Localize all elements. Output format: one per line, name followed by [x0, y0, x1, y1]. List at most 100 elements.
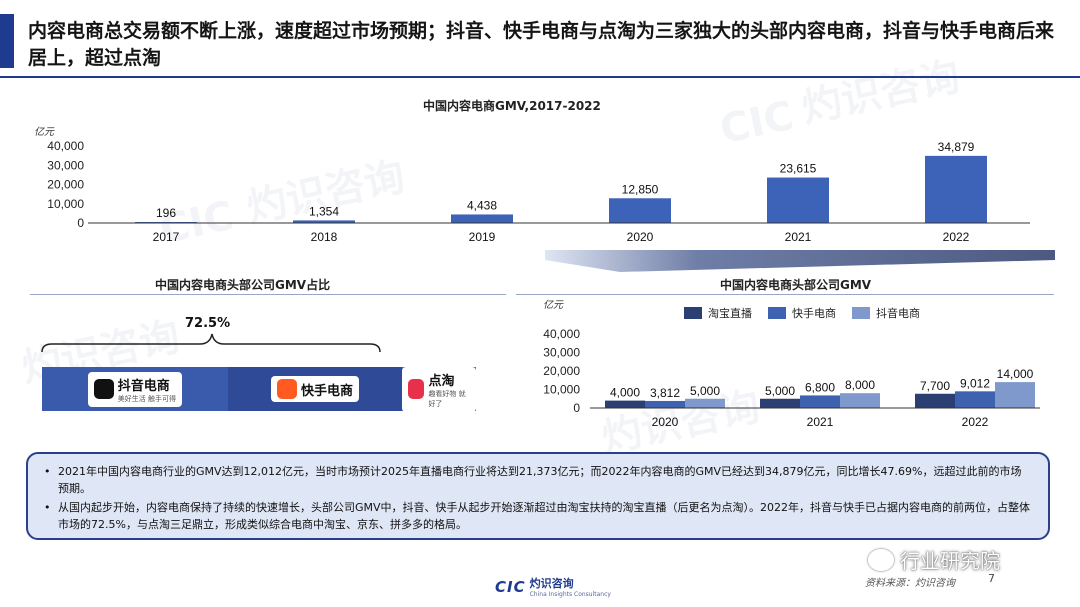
company-value-label: 6,800: [805, 380, 835, 394]
company-bar: [760, 398, 800, 408]
x-tick-label: 2021: [785, 230, 812, 244]
brand-logo: 点淘 趣看好物 就好了: [402, 366, 476, 412]
title-accent-bar: [0, 14, 14, 68]
x-tick-label: 2022: [943, 230, 970, 244]
y-tick-label: 20,000: [47, 178, 84, 192]
gmv-bar: [925, 155, 987, 223]
share-segment: 快手电商: [227, 367, 403, 411]
brand-name: 抖音电商: [117, 378, 170, 394]
company-value-label: 3,812: [650, 386, 680, 400]
x-tick-label: 2020: [652, 415, 679, 429]
y-tick-label: 10,000: [47, 197, 84, 211]
y-tick-label: 20,000: [543, 364, 580, 378]
y-tick-label: 0: [77, 216, 84, 230]
company-bar: [800, 395, 840, 408]
x-tick-label: 2019: [469, 230, 496, 244]
share-brace: [41, 333, 381, 353]
company-bar: [840, 393, 880, 408]
finding-item: 从国内起步开始，内容电商保持了持续的快速增长，头部公司GMV中，抖音、快手从起步…: [44, 499, 1032, 533]
key-findings-box: 2021年中国内容电商行业的GMV达到12,012亿元，当时市场预计2025年直…: [26, 452, 1050, 540]
legend-label: 抖音电商: [876, 307, 920, 320]
gmv-bar-chart: 40,000 30,000 20,000 10,000 0 196 2017 1,354 20…: [47, 139, 1030, 244]
gmv-value-label: 1,354: [309, 204, 339, 218]
wechat-label: 行业研究院: [900, 549, 1000, 573]
legend-swatch: [768, 307, 786, 319]
company-bar: [995, 382, 1035, 408]
footer-logo: CIC 灼识咨询 China Insights Consultancy: [495, 575, 611, 598]
legend-item: 抖音电商: [852, 305, 920, 321]
brand-name: 点淘: [428, 373, 455, 389]
company-chart-legend: 淘宝直播 快手电商 抖音电商: [684, 305, 930, 321]
gmv-bar: [767, 177, 829, 223]
y-tick-label: 40,000: [543, 327, 580, 341]
x-tick-label: 2017: [153, 230, 180, 244]
y-tick-label: 0: [573, 401, 580, 415]
gmv-value-label: 196: [156, 206, 176, 220]
share-chart-title: 中国内容电商头部公司GMV占比: [155, 278, 331, 292]
brand-logo: 抖音电商 美好生活 触手可得: [87, 371, 182, 407]
wechat-icon: [868, 548, 894, 571]
company-chart-unit: 亿元: [543, 300, 563, 311]
legend-swatch: [684, 307, 702, 319]
x-tick-label: 2020: [627, 230, 654, 244]
title-divider: [0, 76, 1080, 78]
slide-header: 内容电商总交易额不断上涨，速度超过市场预期；抖音、快手电商与点淘为三家独大的头部…: [0, 0, 1080, 80]
footer-logo-en: China Insights Consultancy: [529, 591, 611, 598]
company-value-label: 4,000: [610, 386, 640, 400]
brand-slogan: 趣看好物 就好了: [428, 389, 466, 408]
share-section-rule: [30, 294, 506, 295]
cic-logo-mark: CIC: [495, 577, 526, 596]
brand-slogan: 美好生活 触手可得: [117, 394, 176, 403]
y-tick-label: 10,000: [543, 383, 580, 397]
gmv-value-label: 4,438: [467, 198, 497, 212]
gmv-value-label: 12,850: [622, 182, 659, 196]
y-tick-label: 30,000: [543, 346, 580, 360]
legend-label: 淘宝直播: [708, 307, 752, 320]
company-bar: [605, 400, 645, 408]
x-tick-label: 2021: [807, 415, 834, 429]
gmv-value-label: 23,615: [780, 162, 817, 176]
brand-logo: 快手电商: [270, 376, 359, 402]
company-chart-title: 中国内容电商头部公司GMV: [720, 278, 872, 292]
highlight-band: [545, 250, 1055, 272]
finding-item: 2021年中国内容电商行业的GMV达到12,012亿元，当时市场预计2025年直…: [44, 463, 1032, 497]
gmv-bar: [451, 214, 513, 223]
brand-name: 快手电商: [300, 383, 353, 399]
gmv-bar: [293, 220, 355, 223]
page-number: 7: [988, 572, 995, 585]
brand-logo-icon: [408, 379, 425, 399]
x-tick-label: 2022: [962, 415, 989, 429]
company-value-label: 14,000: [997, 367, 1034, 381]
legend-label: 快手电商: [792, 307, 836, 320]
wechat-badge: 行业研究院: [868, 545, 1000, 574]
brand-logo-icon: [276, 379, 297, 399]
share-segment: 抖音电商 美好生活 触手可得: [42, 367, 228, 411]
y-tick-label: 40,000: [47, 139, 84, 153]
brand-logo-icon: [93, 379, 114, 399]
slide-title: 内容电商总交易额不断上涨，速度超过市场预期；抖音、快手电商与点淘为三家独大的头部…: [28, 20, 1055, 69]
company-bar: [685, 398, 725, 408]
company-value-label: 7,700: [920, 379, 950, 393]
footer-logo-cn: 灼识咨询: [529, 577, 574, 590]
legend-swatch: [852, 307, 870, 319]
share-percent-label: 72.5%: [185, 316, 231, 331]
company-bar: [645, 400, 685, 408]
company-section-rule: [516, 294, 1054, 295]
legend-item: 淘宝直播: [684, 305, 752, 321]
company-value-label: 5,000: [765, 384, 795, 398]
share-segment: 点淘 趣看好物 就好了: [402, 366, 476, 412]
gmv-value-label: 34,879: [938, 140, 975, 154]
legend-item: 快手电商: [768, 305, 836, 321]
source-note: 资料来源：灼识咨询: [865, 578, 955, 589]
company-value-label: 8,000: [845, 378, 875, 392]
company-value-label: 5,000: [690, 384, 720, 398]
gmv-share-bar: 抖音电商 美好生活 触手可得 快手电商 点淘 趣看好物 就好了: [42, 366, 476, 412]
gmv-chart-title: 中国内容电商GMV,2017-2022: [423, 99, 601, 113]
gmv-bar: [609, 198, 671, 223]
company-bar: [915, 393, 955, 408]
company-value-label: 9,012: [960, 376, 990, 390]
company-bar: [955, 391, 995, 408]
gmv-chart-unit: 亿元: [34, 127, 54, 138]
y-tick-label: 30,000: [47, 158, 84, 172]
company-bar-chart: 40,000 30,000 20,000 10,000 0 4,000 3,812 5,00…: [543, 327, 1040, 429]
